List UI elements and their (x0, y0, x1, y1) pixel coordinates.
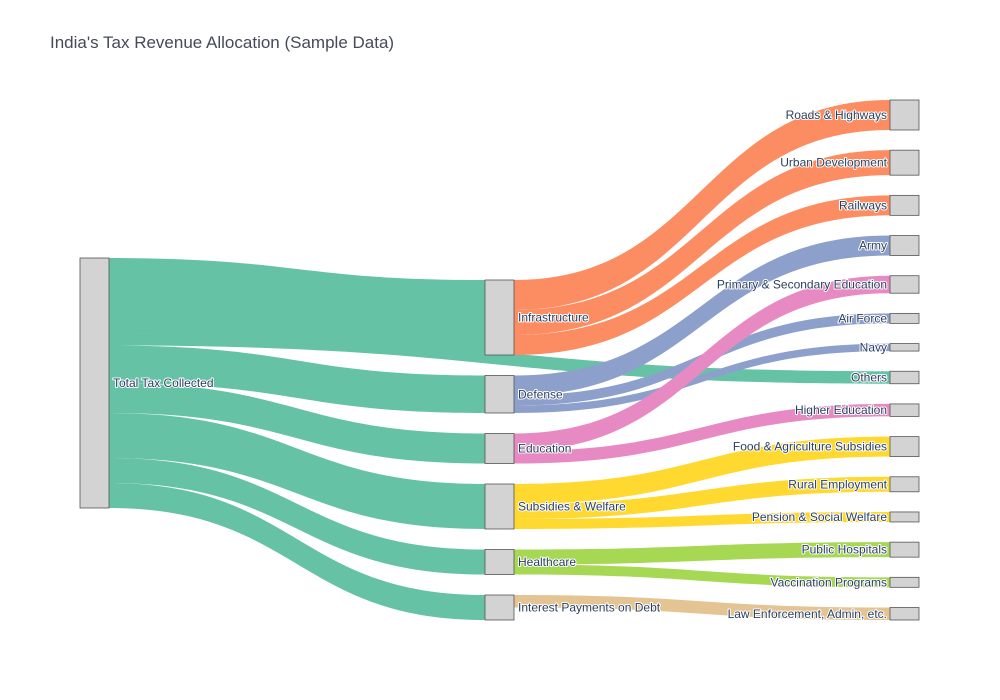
node-total-tax-collected[interactable] (79, 257, 110, 509)
node-label-rural-employment: Rural Employment (788, 477, 887, 491)
node-label-urban-development: Urban Development (780, 156, 887, 170)
link-total-tax-collected-to-infrastructure[interactable] (109, 258, 485, 355)
node-label-public-hospitals: Public Hospitals (802, 543, 887, 557)
link-defense-to-army[interactable] (514, 235, 890, 396)
nodes-layer (79, 99, 920, 621)
node-urban-development[interactable] (889, 149, 920, 176)
node-label-primary-secondary-education: Primary & Secondary Education (717, 277, 887, 291)
node-pension-social-welfare[interactable] (889, 511, 920, 523)
node-law-enforcement-admin-etc[interactable] (889, 607, 920, 621)
node-label-pension-social-welfare: Pension & Social Welfare (752, 510, 888, 524)
node-others[interactable] (889, 370, 920, 385)
link-total-tax-collected-to-healthcare[interactable] (109, 458, 485, 575)
node-label-higher-education: Higher Education (795, 403, 887, 417)
link-healthcare-to-public-hospitals[interactable] (514, 542, 890, 565)
node-roads-highways[interactable] (889, 99, 920, 131)
link-infrastructure-to-railways[interactable] (514, 195, 890, 355)
node-army[interactable] (889, 235, 920, 256)
link-infrastructure-to-urban-development[interactable] (514, 150, 890, 335)
link-total-tax-collected-to-subsidies-welfare[interactable] (109, 413, 485, 529)
link-education-to-higher-education[interactable] (514, 403, 890, 464)
labels-layer: Total Tax Collected Infrastructure Defense… (112, 107, 889, 622)
node-label-interest-payments-on-debt: Interest Payments on Debt (518, 601, 661, 615)
node-label-roads-highways: Roads & Highways (786, 108, 887, 122)
link-subsidies-welfare-to-food-agriculture-subsidies[interactable] (514, 436, 890, 504)
node-label-infrastructure: Infrastructure (518, 311, 589, 325)
node-label-others: Others (851, 371, 887, 385)
node-label-defense: Defense (518, 387, 563, 401)
link-infrastructure-to-roads-highways[interactable] (514, 100, 890, 310)
node-subsidies-welfare[interactable] (484, 483, 515, 530)
node-label-navy: Navy (860, 340, 887, 354)
link-education-to-primary-secondary-education[interactable] (514, 275, 890, 451)
node-vaccination-programs[interactable] (889, 576, 920, 588)
node-public-hospitals[interactable] (889, 541, 920, 558)
node-label-vaccination-programs: Vaccination Programs (771, 575, 888, 589)
node-defense[interactable] (484, 375, 515, 414)
node-label-law-enforcement-admin-etc: Law Enforcement, Admin, etc. (728, 607, 887, 621)
node-air-force[interactable] (889, 312, 920, 324)
link-total-tax-collected-to-education[interactable] (109, 383, 485, 464)
link-total-tax-collected-to-interest-payments-on-debt[interactable] (109, 483, 485, 620)
link-interest-payments-on-debt-to-law-enforcement-admin-etc[interactable] (514, 595, 890, 620)
node-healthcare[interactable] (484, 549, 515, 575)
node-label-army: Army (859, 239, 887, 253)
node-railways[interactable] (889, 194, 920, 216)
node-rural-employment[interactable] (889, 476, 920, 493)
link-subsidies-welfare-to-rural-employment[interactable] (514, 476, 890, 519)
link-total-tax-collected-to-defense[interactable] (109, 345, 485, 414)
node-label-education: Education (518, 442, 571, 456)
node-label-healthcare: Healthcare (518, 555, 576, 569)
node-label-subsidies-welfare: Subsidies & Welfare (518, 500, 626, 514)
node-primary-secondary-education[interactable] (889, 275, 920, 294)
node-label-food-agriculture-subsidies: Food & Agriculture Subsidies (733, 440, 887, 454)
node-education[interactable] (484, 433, 515, 464)
link-defense-to-navy[interactable] (514, 343, 890, 413)
node-food-agriculture-subsidies[interactable] (889, 436, 920, 458)
link-healthcare-to-vaccination-programs[interactable] (514, 564, 890, 588)
chart-title: India's Tax Revenue Allocation (Sample D… (50, 33, 395, 52)
links-layer (109, 100, 890, 620)
link-subsidies-welfare-to-pension-social-welfare[interactable] (514, 511, 890, 529)
node-interest-payments-on-debt[interactable] (484, 594, 515, 621)
node-navy[interactable] (889, 343, 920, 352)
node-label-railways: Railways (839, 198, 887, 212)
node-infrastructure[interactable] (484, 279, 515, 356)
node-higher-education[interactable] (889, 403, 920, 417)
node-label-air-force: Air Force (838, 311, 887, 325)
node-label-total-tax-collected: Total Tax Collected (113, 376, 214, 390)
